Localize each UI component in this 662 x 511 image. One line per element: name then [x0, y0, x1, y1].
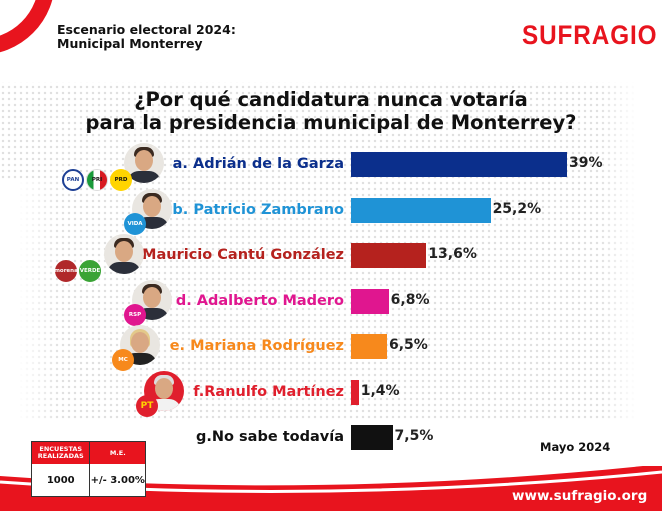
- category-label: d. Adalberto Madero: [175, 292, 344, 309]
- bar: [351, 152, 567, 177]
- chart-title: ¿Por qué candidatura nunca votaría para …: [0, 88, 662, 134]
- chart-title-line1: ¿Por qué candidatura nunca votaría: [134, 88, 528, 111]
- chart-row: a. Adrián de la Garza 39% PAN PRI PRD: [0, 143, 662, 191]
- party-logo-vida-icon: VIDA: [124, 212, 146, 235]
- bar: [351, 243, 427, 268]
- survey-date: Mayo 2024: [540, 440, 611, 454]
- chart-row: b. Patricio Zambrano 25,2% VIDA: [0, 188, 662, 237]
- sufragio-logo: SUFRAGIO: [522, 20, 658, 50]
- party-logo-mc-icon: MC: [112, 349, 134, 371]
- data-label: 7,5%: [394, 428, 434, 444]
- survey-info-table: ENCUESTAS REALIZADAS M.E. 1000 +/- 3.00%: [31, 441, 146, 497]
- chart-row: g.No sabe todavía 7,5%: [0, 420, 662, 464]
- bar: [351, 197, 491, 223]
- header-title-line1: Escenario electoral 2024:: [57, 22, 236, 37]
- header-title: Escenario electoral 2024: Municipal Mont…: [57, 23, 236, 51]
- chart-row: e. Mariana Rodríguez 6,5% MC: [0, 325, 662, 373]
- candidate-photo: [104, 234, 144, 274]
- chart-row: c.Mauricio Cantú González 13,6% morena VERD…: [0, 234, 662, 282]
- candidate-photo: [132, 188, 172, 229]
- data-label: 1,4%: [360, 382, 400, 399]
- party-logo-pan-icon: PAN: [62, 169, 84, 191]
- bar: [351, 288, 389, 314]
- data-label: 25,2%: [492, 200, 542, 217]
- category-label: f.Ranulfo Martínez: [193, 383, 344, 400]
- chart-row: f.Ranulfo Martínez 1,4% PT: [0, 370, 662, 419]
- category-label: g.No sabe todavía: [196, 429, 344, 445]
- surveys-header: ENCUESTAS REALIZADAS: [32, 442, 91, 464]
- margin-error-header: M.E.: [109, 448, 126, 457]
- data-label: 39%: [569, 155, 603, 171]
- chart-title-line2: para la presidencia municipal de Monterr…: [85, 111, 577, 134]
- margin-error-value: +/- 3.00%: [90, 474, 145, 486]
- party-logo-prd-icon: PRD: [110, 169, 132, 191]
- bar: [351, 379, 359, 405]
- category-label: b. Patricio Zambrano: [172, 201, 344, 218]
- header-title-line2: Municipal Monterrey: [57, 36, 203, 51]
- party-logo-pri-icon: PRI: [86, 169, 108, 191]
- category-label: e. Mariana Rodríguez: [169, 338, 344, 354]
- party-logo-pt-icon: PT: [136, 394, 158, 417]
- party-logo-morena-icon: morena: [54, 260, 78, 282]
- chart-row: d. Adalberto Madero 6,8% RSP: [0, 279, 662, 328]
- party-logo-verde-icon: VERDE: [79, 260, 101, 282]
- category-label: a. Adrián de la Garza: [172, 156, 344, 172]
- data-label: 13,6%: [428, 246, 477, 262]
- data-label: 6,5%: [389, 337, 428, 353]
- bar: [351, 425, 393, 450]
- bar: [351, 334, 387, 359]
- category-label: c.Mauricio Cantú González: [127, 247, 344, 263]
- website-link[interactable]: www.sufragio.org: [512, 488, 648, 504]
- surveys-value: 1000: [32, 464, 91, 496]
- data-label: 6,8%: [390, 291, 430, 308]
- party-logo-rsp-icon: RSP: [124, 303, 146, 326]
